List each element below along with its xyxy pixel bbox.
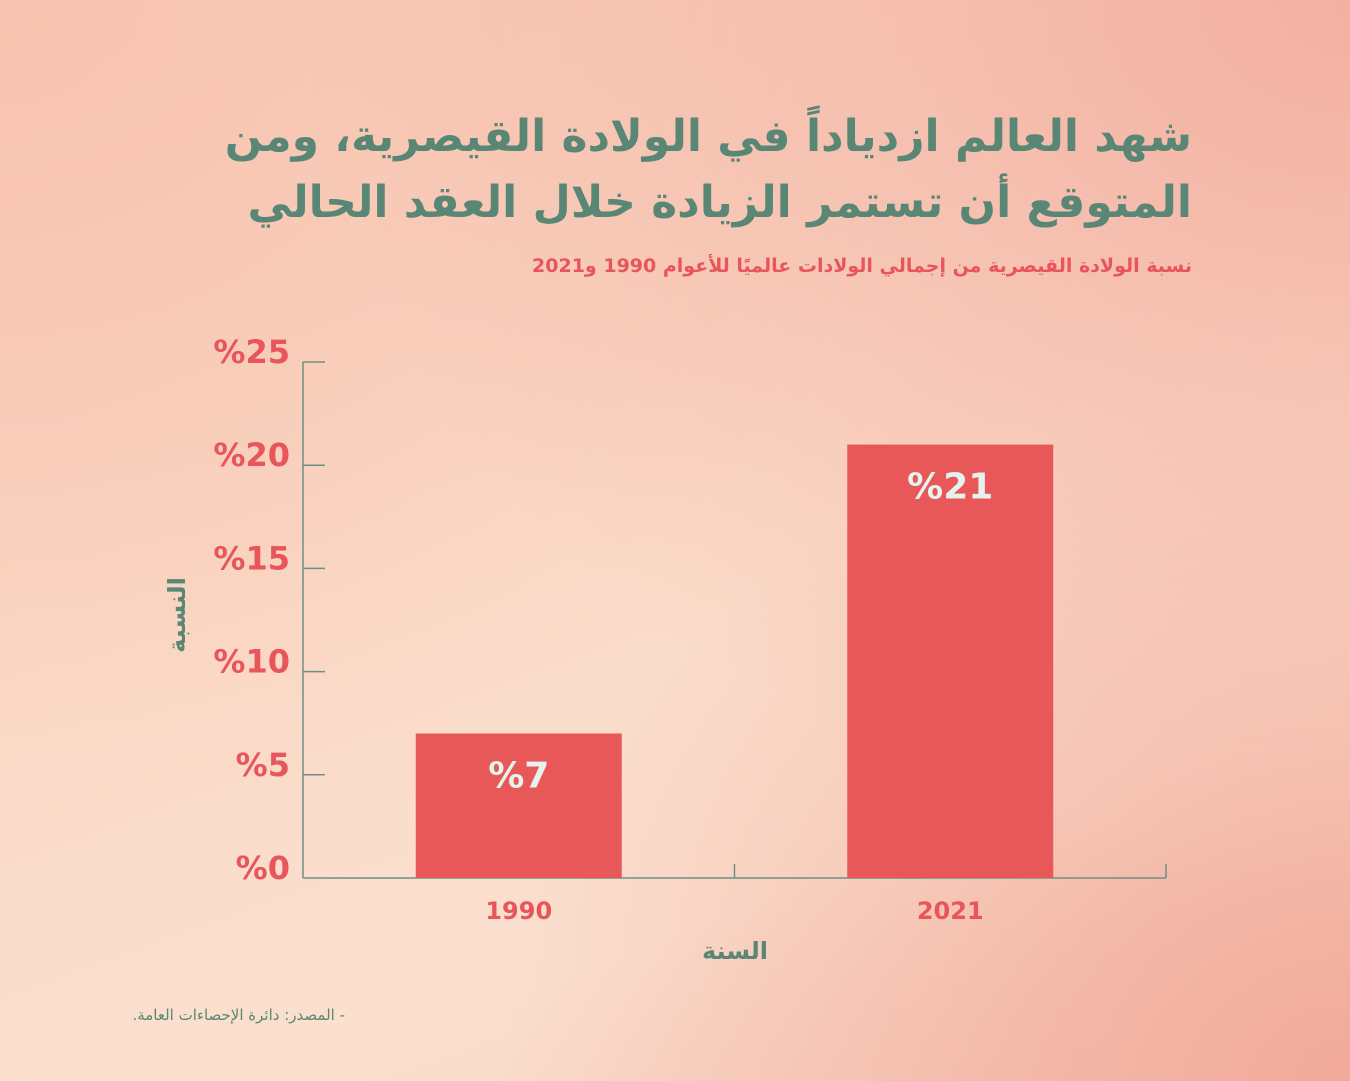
chart-subtitle: نسبة الولادة القيصرية من إجمالي الولادات… [532, 255, 1192, 277]
y-tick-label: %20 [213, 436, 290, 474]
y-axis: %0 %5 %10 %15 %20 %25 النسبة [163, 333, 325, 887]
x-axis-title: السنة [702, 937, 768, 965]
bars: %7 %21 [415, 444, 1054, 878]
x-tick-label: 2021 [917, 897, 984, 925]
y-axis-title: النسبة [163, 577, 191, 653]
y-tick-label: %10 [213, 643, 290, 681]
x-tick-label: 1990 [485, 897, 552, 925]
bar-1990 [415, 733, 622, 878]
y-ticks: %0 %5 %10 %15 %20 %25 [213, 333, 325, 887]
y-tick-label: %0 [236, 849, 290, 887]
y-tick-label: %25 [213, 333, 290, 371]
x-ticks: 1990 2021 [485, 864, 1167, 925]
bar-value-label: %21 [907, 467, 993, 508]
source-note: - المصدر: دائرة الإحصاءات العامة. [132, 1006, 345, 1024]
bar-value-label: %7 [488, 756, 549, 797]
y-tick-label: %15 [213, 539, 290, 577]
x-axis: 1990 2021 السنة [303, 864, 1167, 965]
bar-2021 [847, 444, 1054, 878]
chart-title: شهد العالم ازدياداً في الولادة القيصرية،… [224, 111, 1192, 228]
y-tick-label: %5 [236, 746, 290, 784]
